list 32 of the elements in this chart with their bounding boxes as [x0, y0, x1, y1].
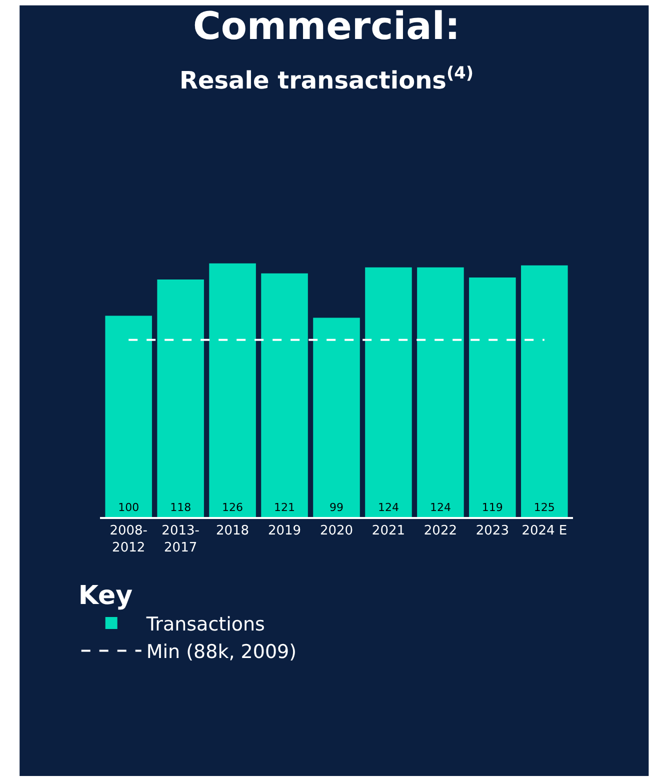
- data-label: 126: [222, 501, 244, 514]
- x-tick-label: 2020: [320, 524, 354, 539]
- bar: [105, 316, 152, 517]
- bar: [313, 318, 360, 517]
- x-tick-label: 2019: [268, 524, 302, 539]
- bar: [469, 277, 516, 517]
- bar: [365, 267, 412, 517]
- legend-label: Transactions: [145, 613, 265, 636]
- data-label: 124: [378, 501, 399, 514]
- x-tick-label: 2024 E: [522, 524, 568, 539]
- data-label: 124: [430, 501, 451, 514]
- x-tick-label: 2013-2017: [162, 524, 200, 556]
- bar: [157, 279, 204, 517]
- x-tick-label: 2023: [476, 524, 509, 539]
- data-label: 119: [482, 501, 503, 514]
- x-tick-label: 2008-2012: [110, 524, 148, 556]
- bar: [417, 267, 464, 517]
- data-label: 99: [330, 501, 344, 514]
- data-label: 121: [274, 501, 296, 514]
- bar: [521, 265, 568, 517]
- bar: [261, 273, 308, 517]
- legend-title: Key: [78, 581, 133, 612]
- chart-subtitle: Resale transactions$^{(4)}$: [180, 62, 474, 94]
- data-label: 125: [534, 501, 555, 514]
- bar: [209, 263, 256, 517]
- data-label: 118: [170, 501, 192, 514]
- legend-label: Min (88k, 2009): [146, 641, 297, 664]
- x-tick-label: 2021: [372, 524, 406, 539]
- data-label: 100: [118, 501, 140, 514]
- x-tick-label: 2022: [424, 524, 458, 539]
- chart-title: Commercial:: [192, 4, 460, 48]
- x-tick-label: 2018: [216, 524, 250, 539]
